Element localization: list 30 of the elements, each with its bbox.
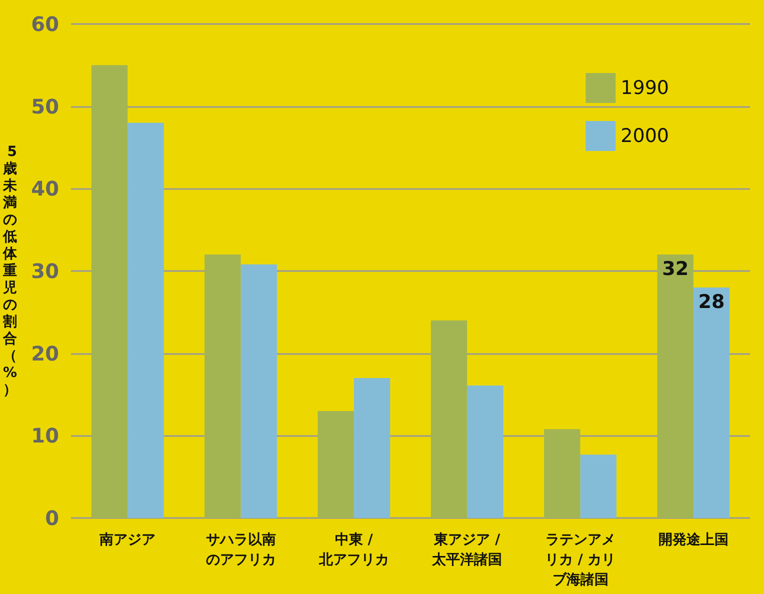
- bar: [318, 410, 354, 518]
- bar: [657, 254, 694, 518]
- y-tick-label: 20: [31, 341, 60, 366]
- bar: [91, 65, 128, 518]
- y-tick-label: 60: [31, 12, 60, 36]
- y-tick-label: 50: [31, 94, 60, 118]
- legend-label: 1990: [620, 77, 670, 99]
- x-tick-label: 東アジア / 太平洋諸国: [431, 532, 502, 568]
- bar: [580, 454, 616, 518]
- x-tick-label: 中東 / 北アフリカ: [318, 532, 389, 568]
- bar: [240, 264, 277, 518]
- x-tick-label: 南アジア: [98, 532, 156, 548]
- y-tick-label: 40: [31, 176, 60, 201]
- y-tick-label: 10: [31, 424, 60, 448]
- data-label: 28: [698, 290, 725, 313]
- bar: [430, 320, 468, 518]
- bar: [693, 287, 730, 518]
- legend-label: 2000: [620, 125, 670, 147]
- bar: [544, 429, 580, 518]
- y-tick-label: 30: [31, 259, 60, 283]
- x-tick-label: 開発途上国: [658, 532, 728, 548]
- bar: [128, 122, 164, 518]
- bar: [467, 385, 504, 518]
- text: 5歳未満の低体重児の割合（%）: [2, 144, 18, 398]
- x-tick-label: サハラ以南のアフリカ: [206, 532, 276, 568]
- data-label: 32: [662, 258, 689, 280]
- bar: [204, 254, 241, 518]
- x-tick-label: ラテンアメリカ / カリブ海諸国: [544, 532, 616, 588]
- y-tick-label: 0: [45, 506, 60, 530]
- bar: [354, 378, 390, 518]
